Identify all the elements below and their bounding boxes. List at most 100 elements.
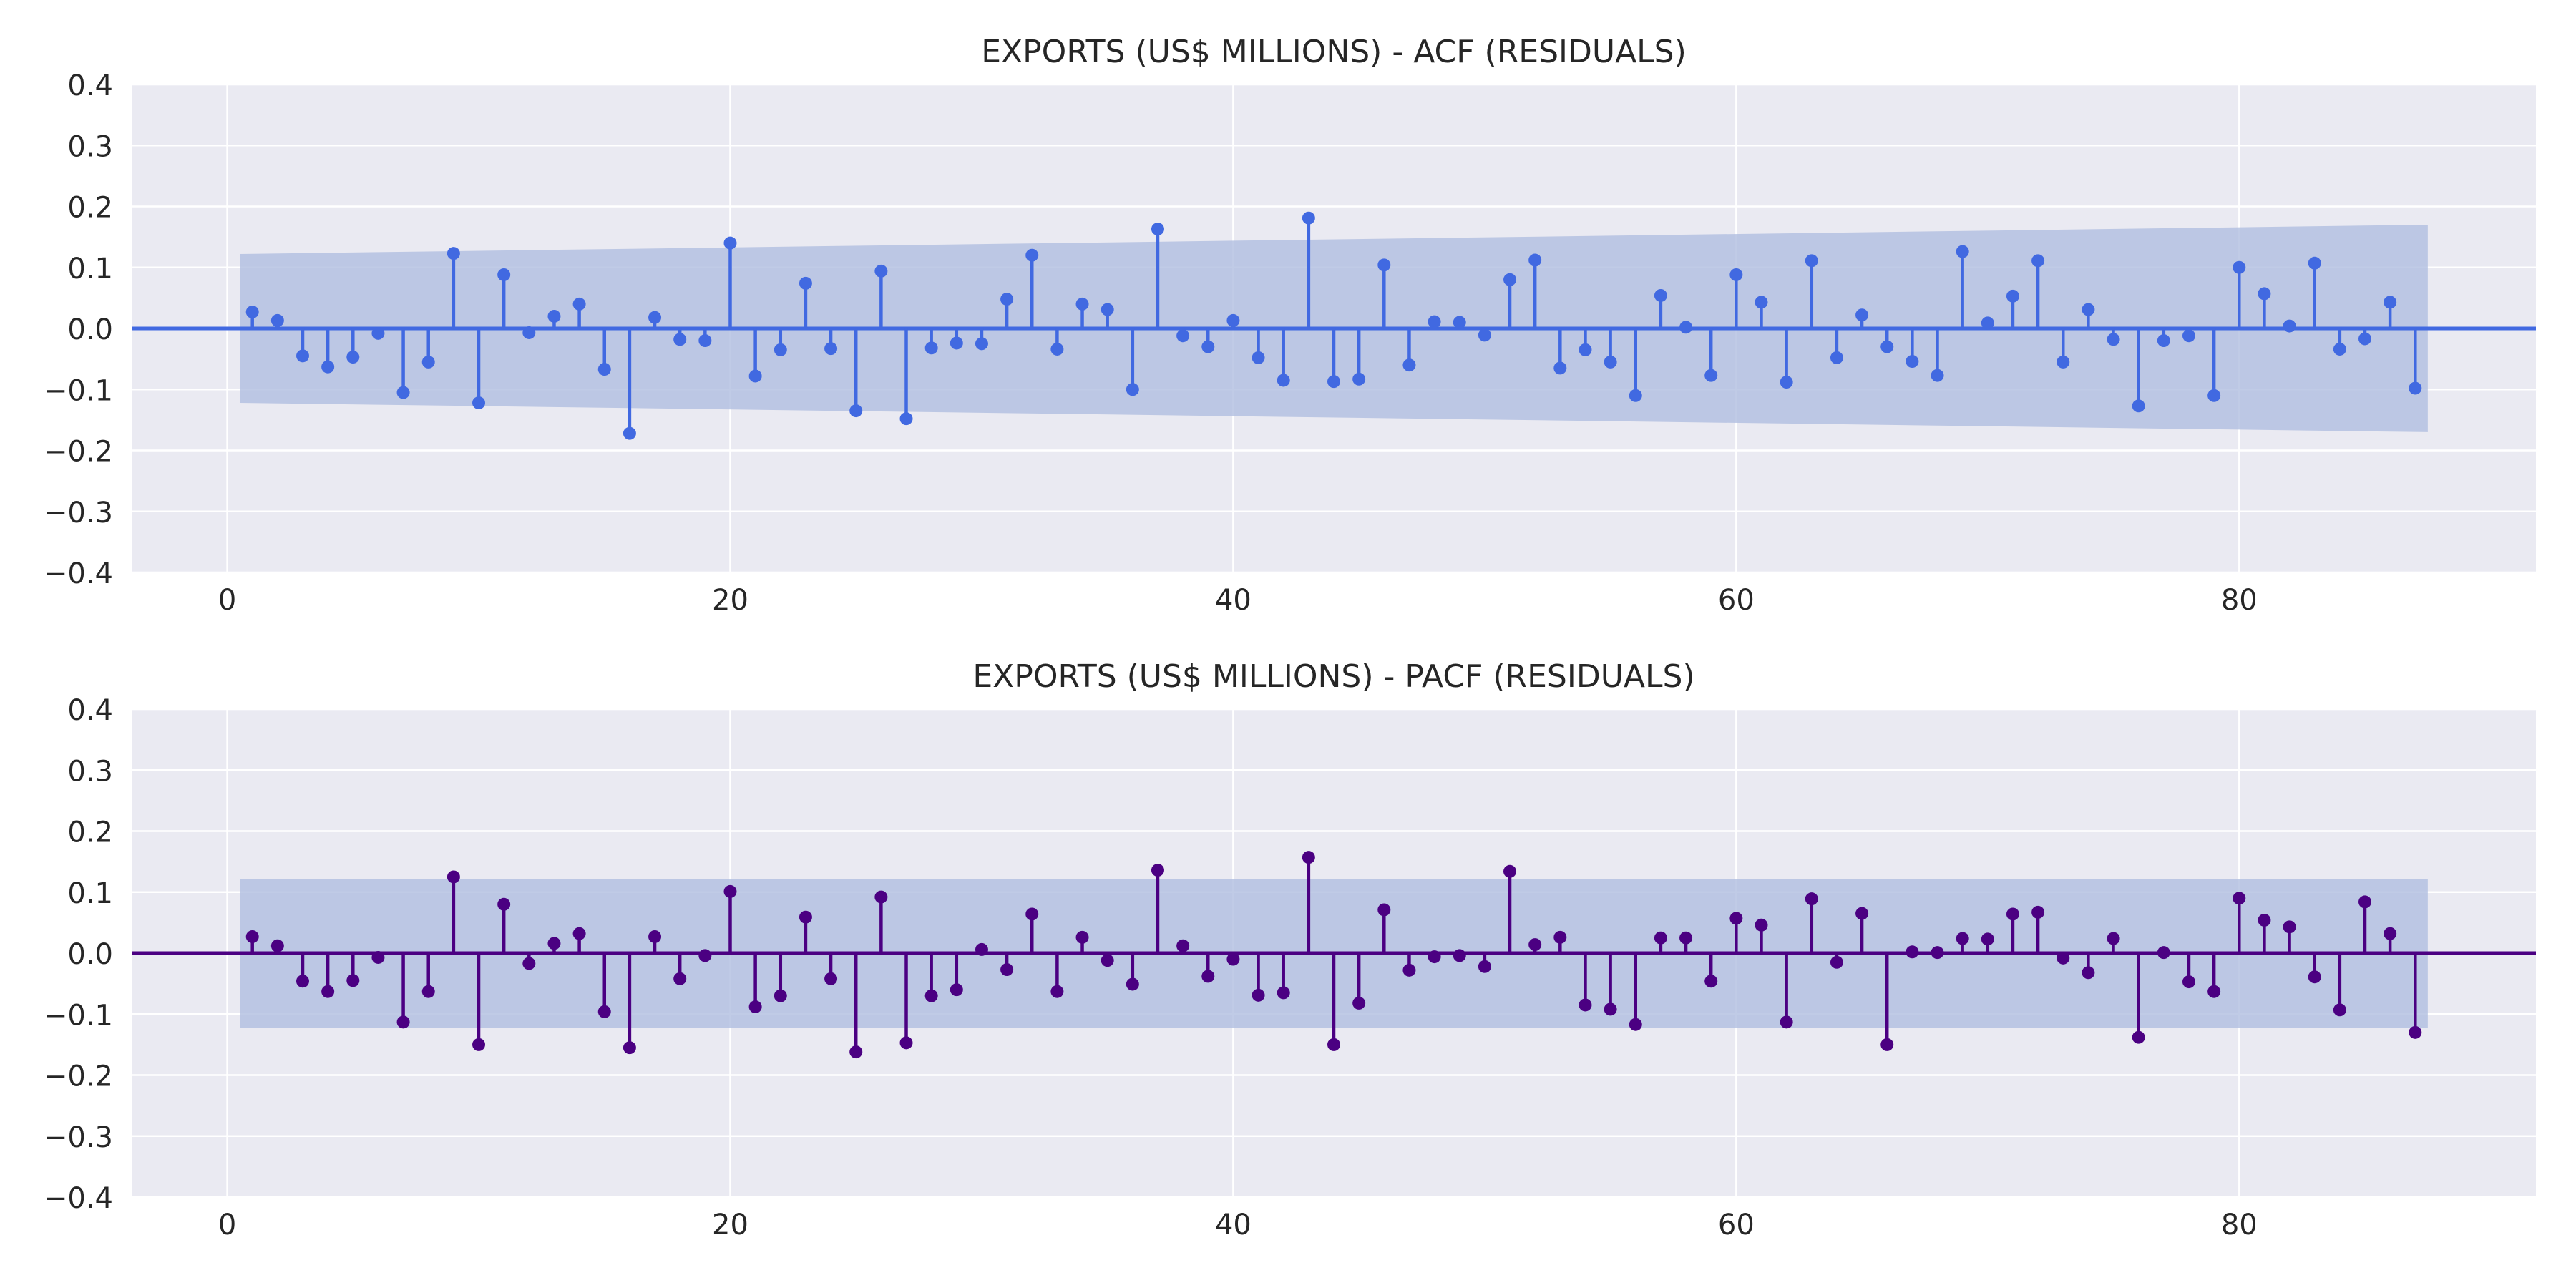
acf-marker <box>270 313 284 327</box>
pacf-marker <box>2409 1025 2422 1039</box>
pacf-marker <box>547 937 561 950</box>
pacf-marker <box>623 1041 636 1055</box>
pacf-marker <box>2283 920 2296 934</box>
pacf-marker <box>975 942 988 956</box>
pacf-marker <box>1579 998 1592 1012</box>
pacf-marker <box>1453 949 1466 962</box>
acf-chart-title: EXPORTS (US$ MILLIONS) - ACF (RESIDUALS) <box>981 34 1687 70</box>
acf-marker <box>774 343 787 356</box>
acf-marker <box>1050 342 1064 356</box>
acf-marker <box>2233 260 2246 274</box>
acf-marker <box>1176 329 1190 343</box>
pacf-y-tick-label: 0.3 <box>67 755 113 788</box>
acf-marker <box>1478 328 1491 342</box>
acf-marker <box>1252 351 1265 364</box>
pacf-y-tick-label: −0.3 <box>44 1121 113 1154</box>
acf-marker <box>597 363 611 376</box>
pacf-marker <box>774 989 787 1002</box>
acf-marker <box>1880 340 1894 353</box>
pacf-marker <box>1327 1038 1340 1051</box>
pacf-marker <box>1704 975 1718 988</box>
acf-marker <box>547 309 561 323</box>
pacf-y-tick-label: 0.0 <box>67 938 113 971</box>
acf-marker <box>1075 297 1089 311</box>
acf-marker <box>346 351 360 364</box>
acf-x-tick-label: 40 <box>1215 584 1252 617</box>
pacf-marker <box>2031 905 2045 919</box>
acf-marker <box>1151 223 1164 236</box>
pacf-marker <box>1151 864 1164 877</box>
acf-marker <box>1956 245 1969 258</box>
acf-y-tick-label: −0.2 <box>44 436 113 469</box>
pacf-marker <box>824 972 838 985</box>
pacf-marker <box>346 974 360 987</box>
pacf-marker <box>2107 932 2120 945</box>
pacf-marker <box>849 1045 863 1059</box>
acf-marker <box>849 404 863 418</box>
pacf-marker <box>522 957 536 970</box>
pacf-marker <box>1931 946 1944 960</box>
pacf-marker <box>1101 954 1114 967</box>
pacf-marker <box>1050 985 1064 998</box>
pacf-marker <box>2132 1030 2145 1044</box>
pacf-marker <box>1981 932 1994 946</box>
pacf-marker <box>1226 952 1240 966</box>
pacf-marker <box>497 897 511 911</box>
acf-marker <box>1302 211 1315 225</box>
acf-marker <box>950 336 963 350</box>
pacf-marker <box>1025 907 1039 921</box>
acf-marker <box>1025 248 1039 262</box>
pacf-marker <box>748 1000 762 1014</box>
acf-marker <box>1780 376 1793 389</box>
pacf-marker <box>1654 931 1667 945</box>
acf-marker <box>1503 273 1517 286</box>
pacf-marker <box>1553 930 1567 944</box>
pacf-marker <box>2057 951 2070 965</box>
acf-marker <box>2283 319 2296 333</box>
pacf-marker <box>1780 1015 1793 1029</box>
acf-marker <box>1428 315 1441 328</box>
pacf-marker <box>698 949 712 962</box>
acf-marker <box>1604 355 1617 369</box>
acf-marker <box>1101 303 1114 316</box>
pacf-marker <box>421 985 435 998</box>
acf-marker <box>2358 332 2372 346</box>
pacf-marker <box>874 890 888 904</box>
pacf-marker <box>1729 912 1743 925</box>
acf-marker <box>2384 296 2397 309</box>
acf-marker <box>1805 254 1818 268</box>
acf-marker <box>1931 369 1944 382</box>
acf-marker <box>522 326 536 339</box>
pacf-marker <box>447 870 460 884</box>
acf-marker <box>497 268 511 281</box>
acf-marker <box>2082 303 2095 316</box>
acf-x-tick-label: 60 <box>1718 584 1755 617</box>
pacf-x-tick-label: 80 <box>2221 1209 2258 1241</box>
pacf-marker <box>1805 892 1818 906</box>
pacf-marker <box>396 1015 410 1029</box>
acf-marker <box>1402 358 1416 372</box>
acf-marker <box>1528 253 1542 267</box>
acf-marker <box>748 369 762 383</box>
pacf-marker <box>371 950 385 964</box>
pacf-marker <box>2358 895 2372 909</box>
pacf-marker <box>472 1038 486 1051</box>
acf-y-tick-label: 0.0 <box>67 313 113 346</box>
acf-marker <box>2031 254 2045 268</box>
acf-marker <box>1377 258 1391 272</box>
acf-marker <box>371 326 385 340</box>
pacf-marker <box>1629 1018 1642 1031</box>
acf-marker <box>447 247 460 260</box>
acf-marker <box>698 334 712 348</box>
acf-marker <box>1729 268 1743 281</box>
pacf-marker <box>321 985 335 998</box>
acf-y-tick-label: 0.1 <box>67 253 113 286</box>
pacf-marker <box>245 930 259 943</box>
acf-y-tick-label: −0.1 <box>44 374 113 407</box>
acf-marker <box>421 355 435 369</box>
acf-marker <box>1352 372 1366 386</box>
acf-y-tick-label: 0.2 <box>67 192 113 225</box>
pacf-marker <box>2006 907 2019 921</box>
acf-marker <box>1679 321 1693 334</box>
pacf-marker <box>1402 963 1416 977</box>
